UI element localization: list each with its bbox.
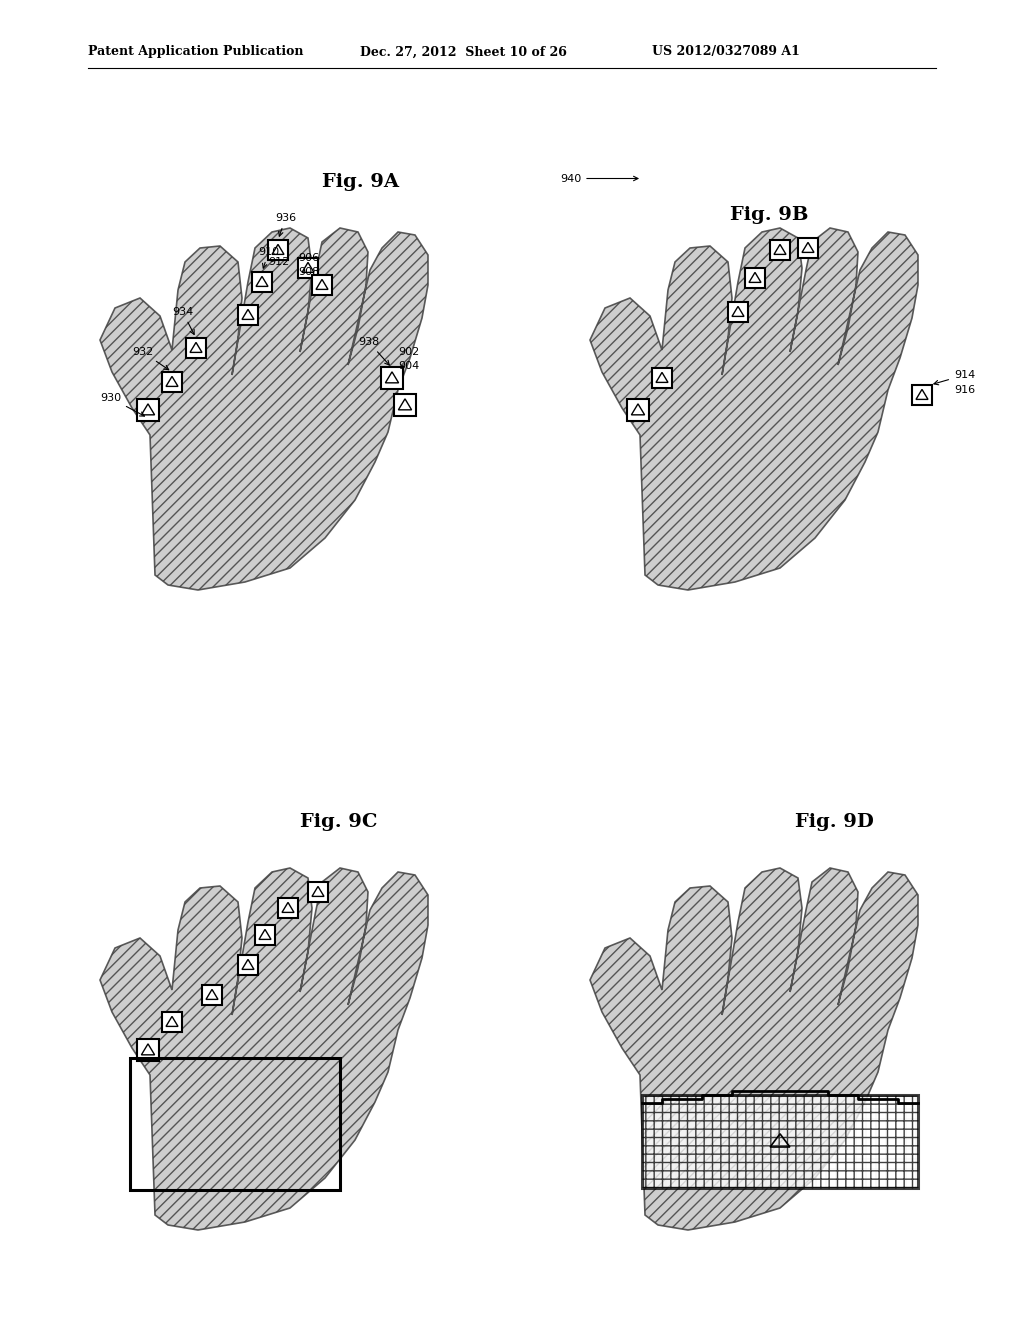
Text: Fig. 9C: Fig. 9C <box>300 813 378 832</box>
Text: 930: 930 <box>100 393 144 416</box>
Bar <box>394 393 416 416</box>
Bar <box>278 898 298 917</box>
Text: 906: 906 <box>298 253 319 263</box>
Bar <box>137 1039 159 1061</box>
Bar <box>238 305 258 325</box>
Text: Dec. 27, 2012  Sheet 10 of 26: Dec. 27, 2012 Sheet 10 of 26 <box>360 45 567 58</box>
Text: 932: 932 <box>132 347 169 370</box>
Bar <box>186 338 206 358</box>
Text: 940: 940 <box>560 173 638 183</box>
Text: 916: 916 <box>954 385 975 395</box>
Text: 936: 936 <box>275 213 296 236</box>
Text: 934: 934 <box>172 308 195 334</box>
Bar <box>642 1096 918 1188</box>
Text: 904: 904 <box>398 360 419 371</box>
Bar <box>770 240 790 260</box>
Polygon shape <box>100 228 428 590</box>
Polygon shape <box>590 228 918 590</box>
Bar <box>130 1059 340 1191</box>
Text: 938: 938 <box>358 337 389 366</box>
Bar <box>728 302 748 322</box>
Text: Fig. 9D: Fig. 9D <box>795 813 873 832</box>
Text: US 2012/0327089 A1: US 2012/0327089 A1 <box>652 45 800 58</box>
Text: 908: 908 <box>298 267 319 277</box>
Bar <box>745 268 765 288</box>
Bar <box>252 272 272 292</box>
Bar <box>162 372 182 392</box>
Bar <box>298 257 318 279</box>
Bar <box>268 240 288 260</box>
Text: 914: 914 <box>934 370 975 385</box>
Bar <box>202 985 222 1005</box>
Bar <box>238 954 258 975</box>
Text: Fig. 9B: Fig. 9B <box>730 206 809 224</box>
Bar <box>312 275 332 294</box>
Text: Fig. 9A: Fig. 9A <box>322 173 399 191</box>
Polygon shape <box>590 869 918 1230</box>
Bar <box>255 925 275 945</box>
Bar <box>308 882 328 902</box>
Bar <box>381 367 403 389</box>
Text: Patent Application Publication: Patent Application Publication <box>88 45 303 58</box>
Bar <box>162 1012 182 1032</box>
Bar <box>912 385 932 405</box>
Bar <box>627 399 649 421</box>
Bar <box>652 368 672 388</box>
Text: 910: 910 <box>258 247 280 268</box>
Bar <box>137 399 159 421</box>
Text: 912: 912 <box>268 257 289 267</box>
Polygon shape <box>100 869 428 1230</box>
Text: 902: 902 <box>398 347 419 356</box>
Bar <box>798 238 818 257</box>
